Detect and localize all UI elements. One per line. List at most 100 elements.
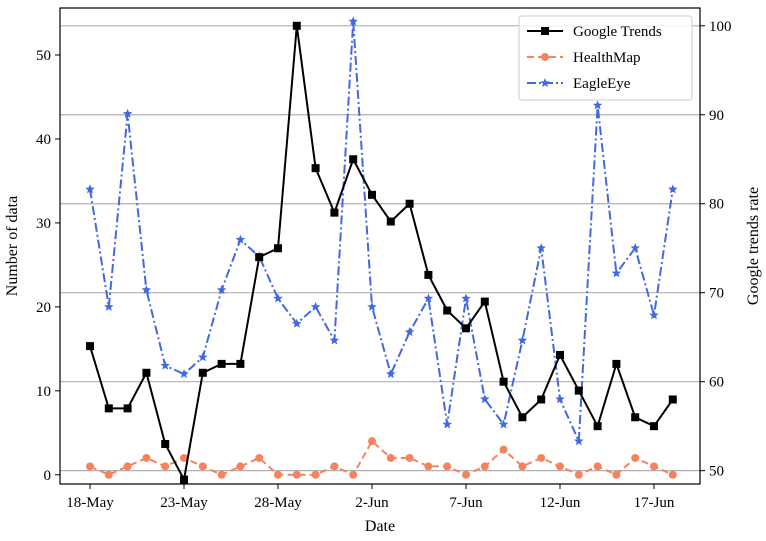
data-point-healthmap xyxy=(236,462,245,471)
y-left-tick-label: 40 xyxy=(36,132,51,148)
data-point-eagleeye xyxy=(668,184,678,194)
x-axis-label: Date xyxy=(365,518,395,535)
data-point-eagleeye xyxy=(592,100,603,110)
series-healthmap xyxy=(86,437,677,479)
data-point-eagleeye xyxy=(141,285,152,295)
x-tick-label: 2-Jun xyxy=(355,495,389,511)
y-axis-label-left: Number of data xyxy=(4,196,21,296)
data-point-eagleeye xyxy=(386,369,396,379)
data-point-eagleeye xyxy=(480,394,490,404)
data-point-google-trends xyxy=(405,199,414,208)
data-point-eagleeye xyxy=(498,419,509,429)
data-point-google-trends xyxy=(161,439,170,448)
data-point-google-trends xyxy=(631,413,640,422)
data-point-eagleeye xyxy=(216,285,227,295)
y-left-tick-label: 10 xyxy=(36,384,51,400)
data-point-healthmap xyxy=(405,453,414,462)
legend-marker xyxy=(541,53,549,61)
data-point-eagleeye xyxy=(574,436,584,446)
data-point-healthmap xyxy=(180,453,188,462)
data-point-google-trends xyxy=(217,359,226,368)
data-point-healthmap xyxy=(368,437,376,446)
x-tick-label: 12-Jun xyxy=(540,495,581,511)
data-point-healthmap xyxy=(198,462,207,471)
y-left-tick-label: 30 xyxy=(36,216,51,232)
data-point-eagleeye xyxy=(517,335,528,345)
axes-layer: 0 10 20 30 40 50 50 60 70 80 90 100 18-May 23-May 28-M… xyxy=(36,19,732,511)
data-point-google-trends xyxy=(443,306,452,315)
data-point-google-trends xyxy=(424,270,433,279)
x-tick-label: 18-May xyxy=(66,495,114,511)
legend-label: EagleEye xyxy=(573,76,631,92)
data-point-google-trends xyxy=(198,368,207,377)
data-point-google-trends xyxy=(650,422,658,431)
y-right-tick-label: 90 xyxy=(709,108,724,124)
data-point-healthmap xyxy=(292,470,301,479)
y-left-tick-label: 50 xyxy=(36,48,51,64)
data-point-google-trends xyxy=(255,253,264,262)
data-point-healthmap xyxy=(311,470,320,479)
data-point-healthmap xyxy=(650,462,658,471)
data-point-healthmap xyxy=(142,453,151,462)
legend-marker xyxy=(540,78,550,88)
data-point-google-trends xyxy=(518,413,527,422)
data-point-eagleeye xyxy=(423,293,434,303)
data-point-eagleeye xyxy=(85,184,95,194)
data-point-healthmap xyxy=(443,462,452,471)
data-point-healthmap xyxy=(386,453,395,462)
data-point-eagleeye xyxy=(555,394,565,404)
data-point-healthmap xyxy=(612,470,621,479)
legend-label: HealthMap xyxy=(573,50,640,66)
data-point-healthmap xyxy=(330,462,339,471)
data-point-google-trends xyxy=(349,155,358,164)
data-point-healthmap xyxy=(518,462,527,471)
data-point-healthmap xyxy=(349,470,358,479)
data-point-eagleeye xyxy=(310,301,321,311)
data-point-healthmap xyxy=(556,462,564,471)
data-point-eagleeye xyxy=(104,301,114,311)
data-point-google-trends xyxy=(368,190,376,199)
data-point-eagleeye xyxy=(536,243,546,253)
data-point-google-trends xyxy=(668,395,677,404)
data-point-google-trends xyxy=(480,297,489,306)
data-point-healthmap xyxy=(217,470,226,479)
y-right-tick-label: 60 xyxy=(709,375,724,391)
data-point-healthmap xyxy=(537,453,546,462)
data-point-google-trends xyxy=(180,475,188,484)
y-axis-label-right: Google trends rate xyxy=(745,187,762,305)
series-line-healthmap xyxy=(89,440,674,476)
data-point-eagleeye xyxy=(179,369,189,379)
legend-item-eagleeye: EagleEye xyxy=(527,76,631,92)
data-point-google-trends xyxy=(330,208,339,217)
data-point-eagleeye xyxy=(292,318,302,328)
data-point-eagleeye xyxy=(649,310,659,320)
data-point-google-trends xyxy=(556,350,564,359)
data-point-healthmap xyxy=(86,462,94,471)
data-point-healthmap xyxy=(123,462,132,471)
y-right-tick-label: 100 xyxy=(709,19,732,35)
data-point-google-trends xyxy=(236,359,245,368)
data-point-google-trends xyxy=(86,342,94,351)
data-point-google-trends xyxy=(142,368,151,377)
data-point-eagleeye xyxy=(160,360,170,370)
legend-label: Google Trends xyxy=(573,24,662,40)
y-right-tick-label: 50 xyxy=(709,464,724,480)
data-point-google-trends xyxy=(274,244,282,253)
series-google-trends xyxy=(86,21,677,484)
data-point-healthmap xyxy=(161,462,170,471)
y-right-tick-label: 80 xyxy=(709,197,724,213)
data-point-google-trends xyxy=(123,404,132,413)
data-point-healthmap xyxy=(274,470,282,479)
data-point-google-trends xyxy=(593,422,602,431)
data-point-google-trends xyxy=(311,164,320,173)
y-left-tick-label: 20 xyxy=(36,300,51,316)
data-point-eagleeye xyxy=(198,352,208,362)
legend-marker xyxy=(541,27,549,35)
data-point-healthmap xyxy=(104,470,113,479)
y-right-tick-label: 70 xyxy=(709,286,724,302)
data-point-eagleeye xyxy=(122,108,133,118)
data-point-healthmap xyxy=(424,462,433,471)
legend: Google Trends HealthMap EagleEye xyxy=(518,15,693,101)
data-point-eagleeye xyxy=(348,16,358,26)
